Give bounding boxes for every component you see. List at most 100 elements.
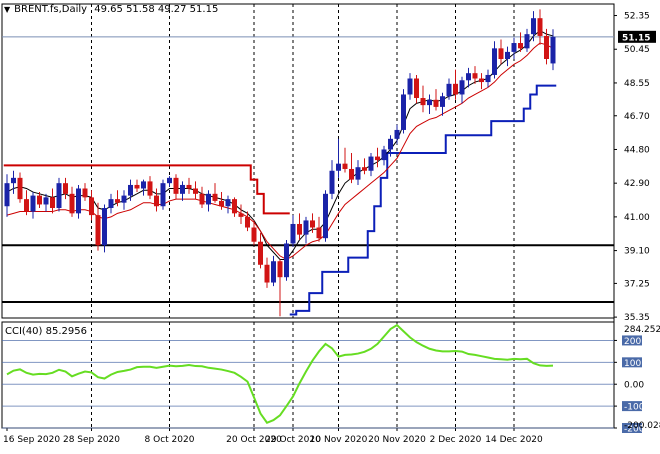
cci-level-tag xyxy=(622,357,642,368)
candle-body xyxy=(160,183,166,207)
cci-label: CCI(40) 85.2956 xyxy=(5,326,87,337)
envelope-line xyxy=(6,42,554,261)
candle-body xyxy=(342,163,348,169)
lower-step-line xyxy=(289,84,557,316)
candle-body xyxy=(17,177,23,200)
symbol-header: ▼ BRENT.fs,Daily 49.65 51.58 49.27 51.15 xyxy=(4,4,218,15)
candle-body xyxy=(212,193,218,201)
candle-body xyxy=(225,199,231,207)
y-tick-label: 50.45 xyxy=(624,45,650,55)
candle-body xyxy=(128,184,133,196)
candle-body xyxy=(56,183,62,209)
candle-body xyxy=(433,99,439,107)
x-tick-label: 14 Dec 2020 xyxy=(485,435,543,445)
candle-body xyxy=(316,227,322,239)
candle-body xyxy=(453,83,458,95)
candle-body xyxy=(518,43,523,49)
candle-body xyxy=(381,149,387,161)
cci-max-label: 284.2522 xyxy=(624,325,660,335)
cci-level-tag xyxy=(622,422,642,433)
candle-body xyxy=(219,200,224,207)
candle-body xyxy=(238,213,244,217)
candle-body xyxy=(472,73,478,79)
candle-body xyxy=(310,220,315,228)
candle-body xyxy=(284,243,289,278)
x-tick-label: 28 Sep 2020 xyxy=(63,435,120,445)
main-panel-frame xyxy=(1,3,615,319)
candle-body xyxy=(290,223,296,244)
cci-level-tag xyxy=(622,335,642,346)
candle-body xyxy=(427,99,432,106)
candle-body xyxy=(355,167,361,180)
x-tick-label: 20 Nov 2020 xyxy=(368,435,426,445)
collapse-triangle-icon[interactable]: ▼ xyxy=(4,5,11,14)
candle-body xyxy=(375,156,380,161)
candle-body xyxy=(82,188,88,198)
candle-body xyxy=(121,195,127,203)
candle-body xyxy=(323,193,328,239)
x-tick-label: 20 Oct 2020 xyxy=(226,435,282,445)
candle-body xyxy=(206,193,211,205)
symbol-label: BRENT.fs,Daily xyxy=(14,4,88,15)
candle-body xyxy=(446,83,452,97)
candle-body xyxy=(524,34,530,49)
candle-body xyxy=(199,193,205,205)
candle-body xyxy=(264,264,270,283)
x-tick-label: 16 Sep 2020 xyxy=(3,435,60,445)
candle-body xyxy=(76,188,81,214)
candle-body xyxy=(30,195,36,212)
x-tick-label: 10 Nov 2020 xyxy=(310,435,368,445)
candle-body xyxy=(186,184,192,189)
candle-body xyxy=(43,197,49,205)
candle-body xyxy=(440,96,445,107)
candle-body xyxy=(401,94,406,130)
cci-level-tag xyxy=(622,401,642,412)
candle-body xyxy=(479,78,484,83)
cci-level-label: 200 xyxy=(624,337,641,347)
candle-body xyxy=(492,48,497,75)
candle-body xyxy=(394,129,400,139)
candle-body xyxy=(180,184,185,194)
candle-body xyxy=(362,167,367,171)
x-tick-label: 8 Oct 2020 xyxy=(145,435,195,445)
cci-header: CCI(40) 85.2956 xyxy=(5,326,87,337)
candle-body xyxy=(50,197,55,209)
candle-body xyxy=(297,223,302,235)
candle-body xyxy=(251,227,257,242)
candle-body xyxy=(277,261,283,278)
candle-body xyxy=(11,177,16,184)
candle-body xyxy=(271,261,276,283)
cci-level-label: -200 xyxy=(624,424,645,434)
candle-body xyxy=(37,195,42,205)
y-tick-label: 41.00 xyxy=(624,213,650,223)
candle-body xyxy=(69,193,75,214)
candle-body xyxy=(89,197,94,216)
candle-body xyxy=(63,183,68,194)
candle-body xyxy=(511,43,517,52)
y-tick-label: 52.35 xyxy=(624,12,650,22)
moving-average-line xyxy=(6,30,554,260)
cci-line xyxy=(6,323,554,424)
candle-body xyxy=(147,181,153,196)
candle-body xyxy=(193,188,198,194)
candle-body xyxy=(134,184,140,189)
candle-body xyxy=(466,73,471,81)
cci-level-label: 0.00 xyxy=(624,381,644,391)
candle-body xyxy=(544,35,549,59)
y-tick-label: 44.80 xyxy=(624,145,650,155)
current-price-tag xyxy=(618,30,656,43)
candle-body xyxy=(420,98,426,106)
candle-body xyxy=(329,170,335,194)
current-price-label: 51.15 xyxy=(622,33,650,43)
candle-body xyxy=(141,181,146,189)
candle-body xyxy=(537,18,543,36)
candle-body xyxy=(505,51,510,59)
y-tick-label: 39.10 xyxy=(624,247,650,257)
cci-level-label: -100 xyxy=(624,403,645,413)
candle-body xyxy=(550,36,556,64)
x-tick-label: 29 Oct 2020 xyxy=(265,435,321,445)
y-tick-label: 48.55 xyxy=(624,79,650,89)
candle-body xyxy=(108,199,114,209)
candle-body xyxy=(115,199,120,203)
